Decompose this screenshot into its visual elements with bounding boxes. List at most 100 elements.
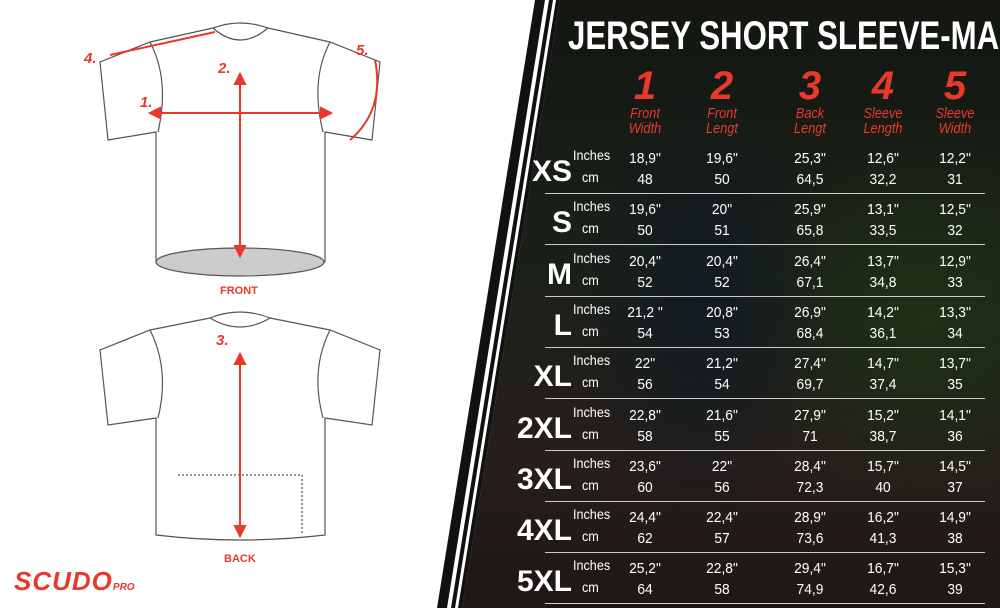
column-label: Width: [938, 120, 972, 137]
column-number: 4: [871, 64, 895, 108]
row-divider: [545, 500, 985, 502]
value-cm: 67,1: [796, 273, 824, 291]
value-cm: 34: [947, 324, 963, 342]
unit-inches: Inches: [573, 506, 611, 523]
column-number: 3: [798, 64, 822, 108]
column-number: 2: [710, 64, 734, 108]
size-label: S: [551, 206, 572, 240]
value-inches: 14,5": [939, 457, 971, 475]
unit-cm: cm: [582, 425, 599, 442]
row-divider: [545, 346, 985, 348]
value-inches: 14,2": [867, 303, 899, 321]
unit-cm: cm: [582, 322, 599, 339]
value-cm: 58: [637, 427, 653, 445]
size-row-xl: XL Inches cm 22" 56 21,2" 54 27,4" 69,7 14,7" 37…: [520, 350, 990, 401]
column-label: Front: [630, 105, 660, 122]
size-label: 2XL: [516, 411, 572, 445]
size-label: 4XL: [516, 514, 572, 548]
value-cm: 54: [637, 324, 653, 342]
value-inches: 24,4": [629, 509, 661, 527]
size-row-s: S Inches cm 19,6" 50 20" 51 25,9" 65,8 13,1" 33,…: [520, 196, 990, 247]
value-cm: 41,3: [869, 530, 897, 548]
marker-3: 3.: [216, 332, 229, 349]
value-cm: 37: [947, 478, 963, 496]
size-label: XS: [531, 155, 572, 188]
value-cm: 40: [875, 478, 891, 496]
unit-cm: cm: [582, 169, 599, 185]
size-label: 3XL: [516, 462, 572, 496]
value-cm: 42,6: [869, 581, 897, 599]
value-cm: 32: [947, 222, 963, 240]
size-row-xs: XS Inches cm 18,9" 48 19,6" 50 25,3" 64,5 12,6"…: [520, 145, 990, 196]
value-inches: 20": [711, 201, 733, 219]
front-label: FRONT: [220, 285, 258, 297]
value-inches: 26,9": [794, 303, 826, 321]
value-inches: 22,4": [706, 509, 738, 527]
value-inches: 28,9": [794, 509, 826, 527]
page-title: JERSEY SHORT SLEEVE-MAN: [568, 14, 1000, 58]
value-cm: 64,5: [796, 171, 824, 188]
value-inches: 12,9": [939, 252, 971, 270]
value-inches: 27,4": [794, 355, 826, 373]
value-cm: 73,6: [796, 530, 824, 548]
value-cm: 50: [637, 222, 653, 240]
value-inches: 12,6": [867, 150, 899, 167]
value-inches: 14,7": [867, 355, 899, 373]
value-inches: 18,9": [629, 150, 661, 167]
measure-arrows: [109, 31, 379, 539]
column-header-3: 3 Back Lengt: [770, 66, 850, 136]
logo-sub: PRO: [112, 582, 135, 593]
value-cm: 38,7: [869, 427, 897, 445]
value-cm: 35: [947, 376, 963, 394]
row-divider: [545, 603, 985, 605]
unit-inches: Inches: [573, 454, 611, 471]
logo-text: SCUDO: [14, 566, 113, 596]
value-cm: 54: [714, 376, 730, 394]
unit-cm: cm: [582, 528, 599, 545]
value-inches: 28,4": [794, 457, 826, 475]
value-inches: 16,7": [867, 560, 899, 578]
scudo-pro-logo: SCUDOPRO: [14, 566, 135, 597]
value-inches: 25,2": [629, 560, 661, 578]
size-label: 5XL: [516, 565, 572, 599]
value-inches: 21,2": [706, 355, 738, 373]
value-cm: 36,1: [869, 324, 897, 342]
value-inches: 22,8": [629, 406, 661, 424]
row-divider: [545, 449, 985, 451]
size-label: M: [547, 257, 572, 291]
column-label: Sleeve: [935, 105, 975, 122]
column-label: Back: [795, 105, 825, 122]
column-label: Sleeve: [863, 105, 903, 122]
value-inches: 20,8": [706, 303, 738, 321]
value-inches: 22,8": [706, 560, 738, 578]
value-cm: 37,4: [869, 376, 897, 394]
column-number: 1: [633, 64, 657, 108]
unit-cm: cm: [582, 374, 599, 391]
row-divider: [545, 398, 985, 400]
value-inches: 25,3": [794, 150, 826, 167]
value-cm: 34,8: [869, 273, 897, 291]
value-inches: 12,2": [939, 150, 971, 167]
value-cm: 33: [947, 273, 963, 291]
value-cm: 69,7: [796, 376, 824, 394]
value-inches: 25,9": [794, 201, 826, 219]
column-label: Width: [628, 120, 662, 137]
size-row-3xl: 3XL Inches cm 23,6" 60 22" 56 28,4" 72,3 15,7" 4…: [516, 453, 990, 504]
value-inches: 27,9": [794, 406, 826, 424]
value-cm: 60: [637, 478, 653, 496]
value-inches: 21,6": [706, 406, 738, 424]
value-cm: 31: [947, 171, 963, 188]
marker-2: 2.: [218, 60, 231, 77]
value-inches: 23,6": [629, 457, 661, 475]
value-cm: 58: [714, 581, 730, 599]
value-cm: 32,2: [869, 171, 897, 188]
value-cm: 62: [637, 530, 653, 548]
value-cm: 55: [714, 427, 730, 445]
value-cm: 53: [714, 324, 730, 342]
marker-5: 5.: [356, 42, 369, 59]
column-label: Lengt: [706, 120, 738, 137]
value-cm: 56: [714, 478, 730, 496]
column-header-1: 1 Front Width: [605, 66, 685, 136]
value-cm: 48: [637, 171, 653, 188]
